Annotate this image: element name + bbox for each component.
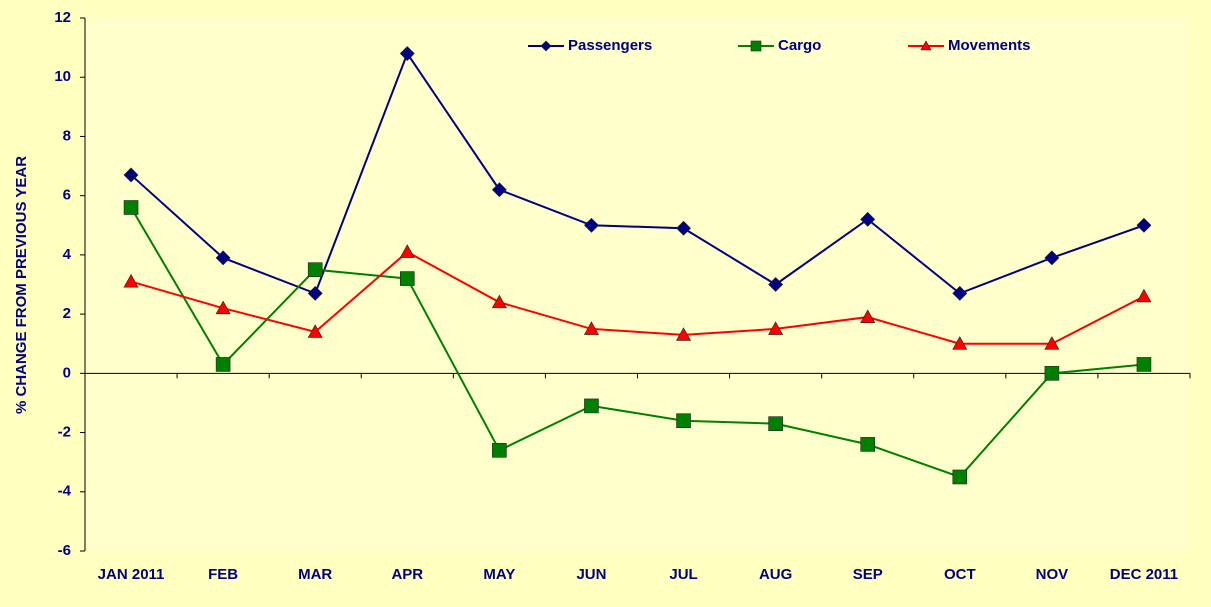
marker (307, 262, 323, 277)
y-tick-label: 10 (54, 68, 71, 85)
marker (399, 244, 415, 258)
marker (491, 294, 507, 309)
y-tick-label: 4 (63, 246, 72, 263)
x-tick-label: APR (391, 566, 423, 583)
marker (215, 357, 231, 372)
marker (123, 273, 139, 288)
marker (860, 437, 876, 452)
x-tick-label: OCT (944, 566, 976, 583)
marker (123, 167, 139, 183)
x-tick-label: DEC 2011 (1110, 566, 1178, 583)
legend-label: Passengers (568, 37, 652, 54)
marker (750, 40, 762, 52)
marker (1136, 288, 1152, 303)
plot-area (85, 18, 1190, 551)
marker (676, 327, 692, 341)
y-tick-label: -6 (58, 542, 71, 559)
marker (920, 40, 932, 51)
legend-label: Cargo (778, 37, 821, 54)
y-tick-label: 0 (63, 364, 71, 381)
y-tick-label: 6 (63, 187, 71, 204)
marker (123, 200, 139, 215)
marker (491, 182, 507, 198)
marker (215, 300, 231, 315)
marker (1136, 217, 1152, 233)
marker (1044, 336, 1060, 350)
x-tick-label: JUN (576, 566, 606, 583)
marker (768, 416, 783, 431)
x-tick-label: MAY (483, 566, 515, 583)
marker (399, 46, 415, 61)
marker (399, 271, 415, 286)
marker (1044, 366, 1060, 381)
marker (952, 285, 968, 301)
marker (860, 211, 876, 227)
marker (676, 413, 691, 429)
marker (676, 220, 691, 236)
x-tick-label: FEB (208, 566, 238, 583)
y-tick-label: 8 (63, 127, 71, 144)
y-tick-label: -4 (58, 483, 72, 500)
marker (584, 217, 599, 233)
series-line (130, 51, 1145, 295)
y-axis-title: % CHANGE FROM PREVIOUS YEAR (13, 156, 30, 414)
marker (952, 336, 968, 350)
x-tick-label: NOV (1036, 566, 1069, 583)
x-tick-label: AUG (759, 566, 792, 583)
marker (307, 285, 323, 301)
y-tick-label: 12 (54, 9, 71, 26)
marker (583, 321, 599, 335)
marker (540, 40, 552, 52)
marker (768, 277, 784, 292)
y-tick-label: 2 (63, 305, 71, 322)
y-tick-label: -2 (58, 424, 71, 441)
marker (952, 469, 968, 485)
marker (860, 309, 876, 323)
series-line (130, 207, 1145, 479)
x-tick-label: JUL (669, 566, 697, 583)
marker (1044, 250, 1060, 266)
series-line (130, 250, 1145, 345)
marker (215, 250, 231, 266)
legend-label: Movements (948, 37, 1031, 54)
marker (584, 398, 599, 414)
x-tick-label: MAR (298, 566, 332, 583)
marker (492, 443, 507, 458)
marker (768, 321, 784, 335)
x-tick-label: JAN 2011 (98, 566, 165, 583)
marker (1136, 357, 1152, 372)
marker (307, 324, 323, 338)
x-tick-label: SEP (853, 566, 883, 583)
